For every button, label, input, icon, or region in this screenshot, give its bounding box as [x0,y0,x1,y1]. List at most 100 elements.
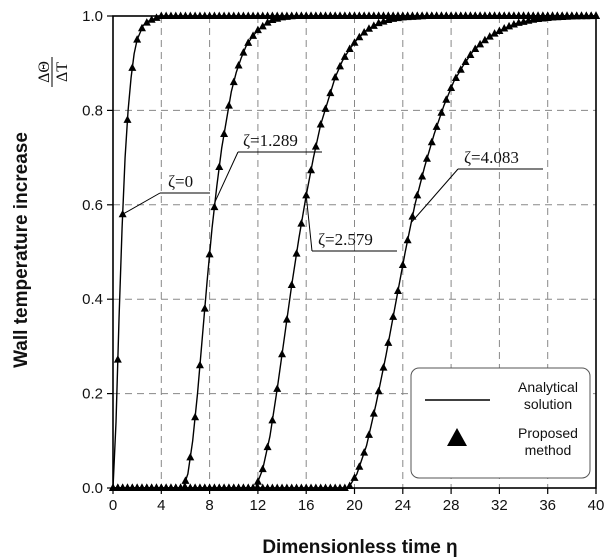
annotation-leader [305,195,313,252]
proposed-method-marker [345,481,354,489]
proposed-method-marker [263,442,272,451]
proposed-method-marker [369,21,378,29]
x-tick-label: 36 [539,497,556,514]
proposed-method-marker [495,26,504,35]
proposed-method-marker [340,52,349,60]
proposed-method-marker [191,412,200,421]
proposed-method-marker [466,50,475,58]
proposed-method-marker [485,32,494,40]
proposed-method-marker [113,355,122,363]
x-tick-label: 16 [298,497,315,514]
proposed-method-marker [490,29,499,37]
y-fraction-denominator: ΔT [54,62,71,82]
annotation-leader [122,192,161,215]
proposed-method-marker [128,63,137,71]
annotation-label: ζ=4.083 [464,148,519,167]
x-tick-label: 12 [250,497,267,514]
x-tick-label: 28 [443,497,460,514]
annotation-label: ζ=2.579 [318,230,373,249]
proposed-method-marker [326,88,335,97]
proposed-method-marker [480,35,489,44]
y-tick-label: 0.8 [82,102,103,119]
legend-triangle-label-1: Proposed [518,425,578,441]
legend-triangle-marker [447,428,467,446]
proposed-method-marker [253,477,262,485]
proposed-method-marker [142,18,151,26]
proposed-method-marker [418,171,427,180]
y-tick-label: 0.0 [82,480,103,497]
proposed-method-marker [273,384,282,392]
proposed-method-marker [215,162,224,171]
proposed-method-marker [393,286,402,294]
proposed-method-marker [456,65,465,73]
proposed-method-marker [224,101,233,109]
proposed-method-marker [471,44,480,53]
proposed-method-marker [413,190,422,199]
proposed-method-marker [282,315,291,323]
proposed-method-marker [258,464,267,473]
proposed-method-marker [364,430,373,438]
annotation-leader [214,151,239,203]
proposed-method-marker [398,260,407,268]
proposed-method-marker [336,61,345,70]
x-tick-label: 24 [394,497,411,514]
annotation-leader [410,168,459,223]
proposed-method-marker [331,72,340,81]
proposed-method-marker [437,108,446,116]
proposed-method-marker [123,115,132,123]
legend: Analytical solution Proposed method [410,367,591,479]
proposed-method-marker [384,338,393,346]
proposed-method-marker [137,23,146,32]
proposed-method-marker [447,83,456,91]
x-tick-label: 4 [157,497,165,514]
legend-triangle-label-2: method [525,442,572,458]
proposed-method-marker [461,57,470,66]
proposed-method-marker [234,61,243,69]
proposed-method-marker [249,31,258,39]
proposed-method-marker [374,386,383,395]
legend-line-label-1: Analytical [518,379,578,395]
proposed-method-marker [307,165,316,174]
proposed-method-marker [186,452,195,461]
proposed-method-marker [205,249,214,258]
y-axis-title: Wall temperature increase [11,132,32,368]
x-tick-label: 20 [346,497,363,514]
proposed-method-marker [278,349,287,358]
proposed-method-marker [355,32,364,41]
proposed-method-marker [442,95,451,103]
proposed-method-marker [505,21,514,30]
y-tick-label: 0.4 [82,291,103,308]
proposed-method-marker [432,122,441,130]
proposed-method-marker [297,219,306,227]
proposed-method-marker [427,137,436,146]
proposed-method-marker [220,129,229,137]
proposed-method-marker [292,249,301,257]
proposed-method-marker [311,142,320,150]
ticks: 0 4 8 12 16 20 24 28 32 36 40 0.0 0.2 0.4 0.6 0.8 1.0 [82,8,604,514]
proposed-method-marker [422,154,431,162]
proposed-method-marker [360,28,369,36]
proposed-method-marker [316,120,325,128]
proposed-method-marker [244,38,253,46]
proposed-method-marker [364,24,373,32]
proposed-method-marker [500,23,509,32]
proposed-method-marker [229,77,238,86]
proposed-method-marker [360,448,369,456]
proposed-method-marker [389,312,398,320]
proposed-method-marker [369,409,378,417]
x-axis-title: Dimensionless time η [262,537,457,558]
proposed-method-marker [147,15,156,23]
proposed-method-marker [287,280,296,289]
y-tick-label: 0.6 [82,197,103,214]
annotation-label: ζ=1.289 [243,131,298,150]
proposed-method-marker [200,304,209,312]
proposed-method-marker [379,363,388,371]
proposed-method-marker [118,209,127,218]
proposed-method-marker [133,35,142,43]
grid [113,16,596,488]
proposed-method-marker [403,235,412,244]
proposed-method-marker [476,39,485,48]
y-tick-label: 1.0 [82,8,103,25]
